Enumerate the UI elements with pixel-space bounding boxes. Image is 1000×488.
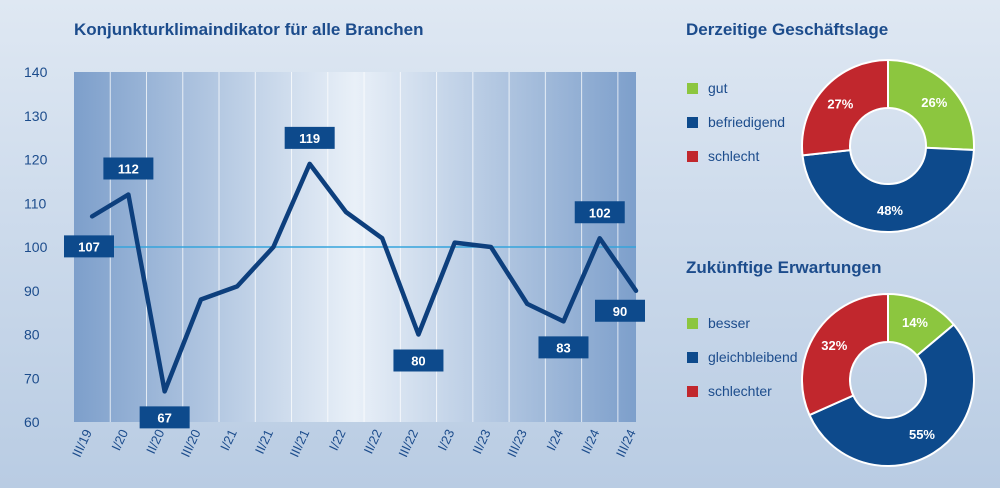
x-tick-label: II/22 <box>361 427 385 456</box>
data-label-box <box>284 126 335 149</box>
line-chart-title: Konjunkturklimaindikator für alle Branch… <box>74 20 424 39</box>
pie-title-future: Zukünftige Erwartungen <box>686 258 882 277</box>
legend-current: gut befriedigend schlecht <box>687 71 785 173</box>
legend-label: schlechter <box>708 383 772 399</box>
data-label-box <box>139 406 190 429</box>
legend-item: schlecht <box>687 139 785 173</box>
slice-percent-label: 27% <box>827 96 853 111</box>
data-label: 80 <box>393 349 444 372</box>
y-tick-label: 120 <box>24 152 48 168</box>
data-label-text: 67 <box>157 410 171 425</box>
data-label: 112 <box>103 157 154 180</box>
x-tick-label: I/20 <box>108 427 131 453</box>
data-label: 107 <box>64 235 114 258</box>
x-tick-label: III/22 <box>395 427 421 460</box>
donut-current: 26% 48% 27% <box>801 58 975 233</box>
data-label-text: 102 <box>589 205 611 220</box>
x-tick-label: III/21 <box>287 427 313 460</box>
donut-slice-gleichbleibend <box>808 323 976 468</box>
legend-swatch <box>687 116 698 128</box>
donut-slice-schlecht <box>801 58 889 157</box>
data-label-box <box>574 201 625 224</box>
legend-swatch <box>687 150 698 162</box>
x-tick-label: I/21 <box>217 427 240 453</box>
data-label-text: 83 <box>556 340 570 355</box>
legend-label: gleichbleibend <box>708 349 798 365</box>
data-label-text: 80 <box>411 354 425 369</box>
legend-item: befriedigend <box>687 105 785 139</box>
y-tick-label: 140 <box>24 64 48 80</box>
data-label-box <box>595 299 645 322</box>
data-label: 102 <box>574 201 625 224</box>
data-label-text: 107 <box>78 239 100 254</box>
x-tick-label: III/19 <box>69 427 95 460</box>
x-tick-label: III/20 <box>178 427 204 460</box>
x-tick-label: III/24 <box>613 427 639 460</box>
line-chart: 60 70 80 90 100 110 120 130 140 III/19 I/20 II/20 I… <box>24 64 645 460</box>
donut-future: 14% 55% 32% <box>801 292 976 468</box>
legend-label: befriedigend <box>708 114 786 130</box>
data-label: 67 <box>139 406 190 429</box>
x-tick-label: II/21 <box>252 427 276 456</box>
legend-label: schlecht <box>708 148 760 164</box>
x-tick-label: II/20 <box>143 427 167 456</box>
legend-swatch <box>687 385 698 397</box>
legend-label: besser <box>708 315 751 331</box>
y-tick-label: 60 <box>24 414 40 430</box>
legend-item: gut <box>687 71 785 105</box>
x-tick-label: II/24 <box>578 427 602 456</box>
data-label-text: 112 <box>118 162 139 177</box>
donut-slice-befriedigend <box>801 146 975 233</box>
x-tick-label: I/24 <box>543 427 566 453</box>
data-label-box <box>538 336 589 359</box>
y-tick-label: 130 <box>24 108 48 124</box>
y-tick-label: 110 <box>24 195 47 211</box>
legend-swatch <box>687 351 698 363</box>
legend-item: gleichbleibend <box>687 340 798 374</box>
x-tick-label: III/23 <box>504 427 530 460</box>
legend-swatch <box>687 317 698 329</box>
y-tick-label: 80 <box>24 327 40 343</box>
slice-percent-label: 32% <box>821 338 847 353</box>
data-label: 119 <box>284 126 335 149</box>
slice-percent-label: 55% <box>909 427 935 442</box>
data-label-box <box>103 157 154 180</box>
legend-item: besser <box>687 306 798 340</box>
line-chart-panel: Konjunkturklimaindikator für alle Branch… <box>24 20 645 460</box>
donut-slice-schlechter <box>801 292 889 417</box>
y-tick-label: 70 <box>24 370 40 386</box>
slice-percent-label: 26% <box>921 95 947 110</box>
data-label: 90 <box>595 299 645 322</box>
donut-slice-gut <box>887 58 975 152</box>
legend-item: schlechter <box>687 374 798 408</box>
x-tick-label: II/23 <box>469 427 493 456</box>
data-label-box <box>64 235 114 258</box>
legend-label: gut <box>708 80 728 96</box>
pie-title-current: Derzeitige Geschäftslage <box>686 20 889 39</box>
series-line <box>89 161 639 394</box>
legend-future: besser gleichbleibend schlechter <box>687 306 798 408</box>
data-label-text: 90 <box>613 304 627 319</box>
slice-percent-label: 14% <box>902 315 928 330</box>
legend-swatch <box>687 82 698 94</box>
x-tick-label: I/23 <box>435 427 458 453</box>
data-label-text: 119 <box>299 131 320 146</box>
slice-percent-label: 48% <box>877 203 903 218</box>
x-tick-label: I/22 <box>326 427 349 453</box>
y-tick-label: 90 <box>24 283 40 299</box>
data-label: 83 <box>538 336 589 359</box>
y-tick-label: 100 <box>24 239 48 255</box>
data-label-box <box>393 349 444 372</box>
